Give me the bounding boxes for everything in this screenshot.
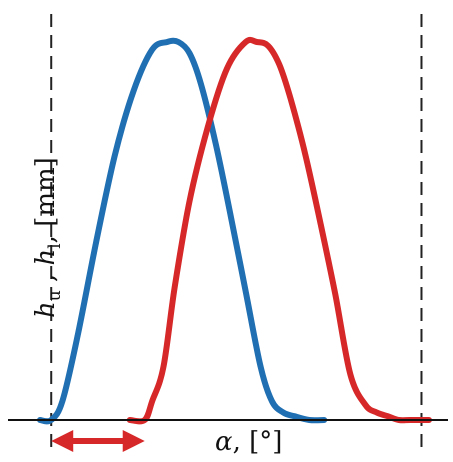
offset-arrow-head-right bbox=[122, 430, 145, 452]
x-axis-label: α, [°] bbox=[215, 427, 282, 457]
y-axis-h1: h bbox=[31, 301, 61, 318]
y-axis-sub-u: u bbox=[45, 290, 65, 301]
series-line-2 bbox=[126, 36, 432, 425]
y-axis-h2: h bbox=[31, 249, 61, 266]
guide-lines bbox=[50, 14, 423, 452]
x-axis-symbol: α bbox=[215, 427, 233, 457]
y-axis-sub-l: l bbox=[45, 243, 65, 248]
series-line-1 bbox=[37, 37, 328, 425]
y-axis-sep: , bbox=[31, 266, 61, 291]
y-axis-unit: , [mm] bbox=[31, 157, 61, 243]
x-axis-unit: , [°] bbox=[233, 427, 283, 457]
offset-arrow bbox=[51, 430, 145, 452]
offset-arrow-head-left bbox=[51, 430, 74, 452]
curves bbox=[37, 36, 432, 425]
y-axis-label: hu , hl, [mm] bbox=[31, 157, 65, 318]
